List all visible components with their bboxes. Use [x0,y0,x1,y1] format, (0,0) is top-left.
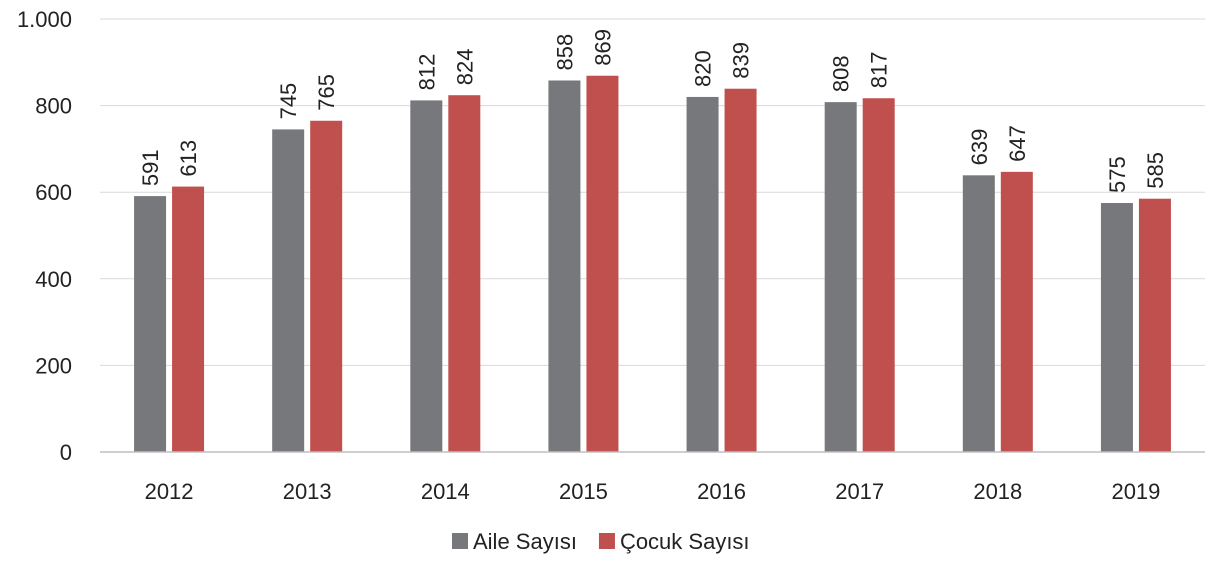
x-tick-label: 2013 [283,479,332,504]
y-tick-label: 800 [35,94,72,119]
legend-swatch [452,533,468,549]
legend-label: Aile Sayısı [473,529,577,554]
bar-cocuk-2015 [586,75,619,453]
legend-swatch [598,533,615,549]
data-label: 745 [276,83,301,120]
x-tick-label: 2019 [1111,479,1160,504]
data-labels: 591 613 745 765 812 824 858 869 820 839 808 817 639 6… [138,29,1168,193]
data-label: 575 [1105,156,1130,193]
bar-cocuk-2017 [862,98,895,452]
data-label: 808 [829,55,854,92]
data-label: 613 [176,140,201,177]
bars [134,75,1171,453]
bar-aile-2015 [548,80,581,453]
data-label: 647 [1005,125,1030,162]
data-label: 765 [314,74,339,111]
bar-cocuk-2012 [172,186,205,453]
bar-aile-2014 [410,100,443,453]
bar-aile-2019 [1100,203,1133,452]
y-tick-label: 400 [35,267,72,292]
x-tick-label: 2018 [973,479,1022,504]
y-tick-label: 600 [35,180,72,205]
data-label: 817 [867,52,892,89]
data-label: 824 [452,48,477,85]
x-tick-label: 2017 [835,479,884,504]
y-tick-label: 0 [60,440,72,465]
legend: Aile Sayısı Çocuk Sayısı [452,529,750,554]
x-tick-label: 2016 [697,479,746,504]
bar-cocuk-2018 [1000,171,1033,452]
x-axis-ticks: 2012 2013 2014 2015 2016 2017 2018 2019 [145,479,1161,504]
legend-label: Çocuk Sayısı [620,529,750,554]
bar-aile-2016 [686,96,719,452]
gridlines [100,18,1205,366]
x-tick-label: 2014 [421,479,470,504]
y-tick-label: 200 [35,353,72,378]
data-label: 812 [414,54,439,91]
x-tick-label: 2012 [145,479,194,504]
bar-aile-2017 [824,102,857,453]
data-label: 839 [729,42,754,79]
bar-cocuk-2014 [448,95,481,452]
y-tick-label: 1.000 [17,7,72,32]
data-label: 585 [1143,152,1168,189]
x-tick-label: 2015 [559,479,608,504]
bar-aile-2012 [134,196,167,452]
data-label: 858 [552,34,577,71]
bar-cocuk-2016 [724,88,757,452]
data-label: 869 [590,29,615,66]
bar-aile-2013 [272,129,305,453]
y-axis-ticks: 0 200 400 600 800 1.000 [17,7,72,465]
bar-cocuk-2013 [310,120,343,452]
bar-cocuk-2019 [1138,198,1171,452]
bar-aile-2018 [962,175,995,453]
data-label: 820 [691,50,716,87]
data-label: 591 [138,149,163,186]
data-label: 639 [967,129,992,166]
